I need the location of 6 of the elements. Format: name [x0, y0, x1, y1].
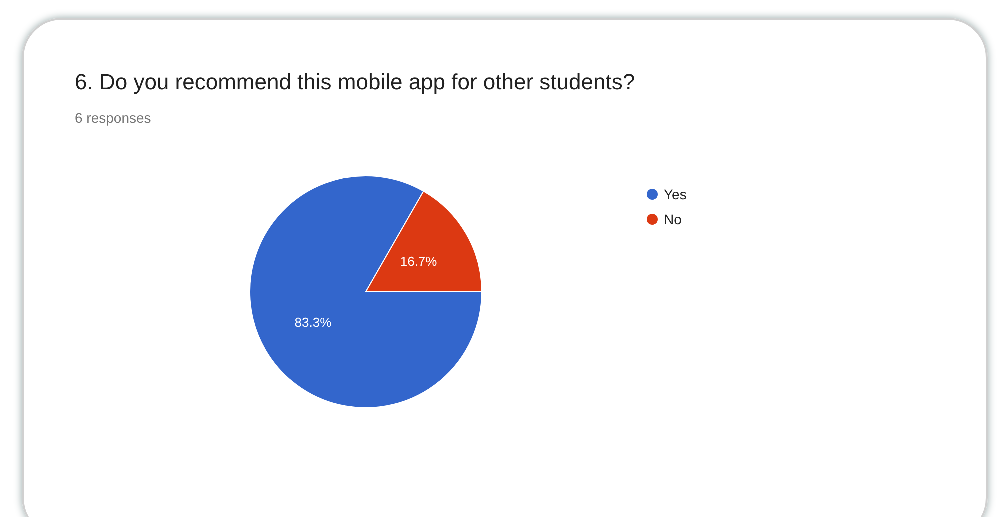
- data-label: 83.3%: [294, 315, 332, 330]
- legend-label: Yes: [664, 186, 687, 202]
- legend-label: No: [664, 212, 682, 228]
- chart-title: 6. Do you recommend this mobile app for other students?: [75, 70, 636, 94]
- data-label: 16.7%: [400, 254, 438, 269]
- text: 6 responses: [75, 110, 152, 126]
